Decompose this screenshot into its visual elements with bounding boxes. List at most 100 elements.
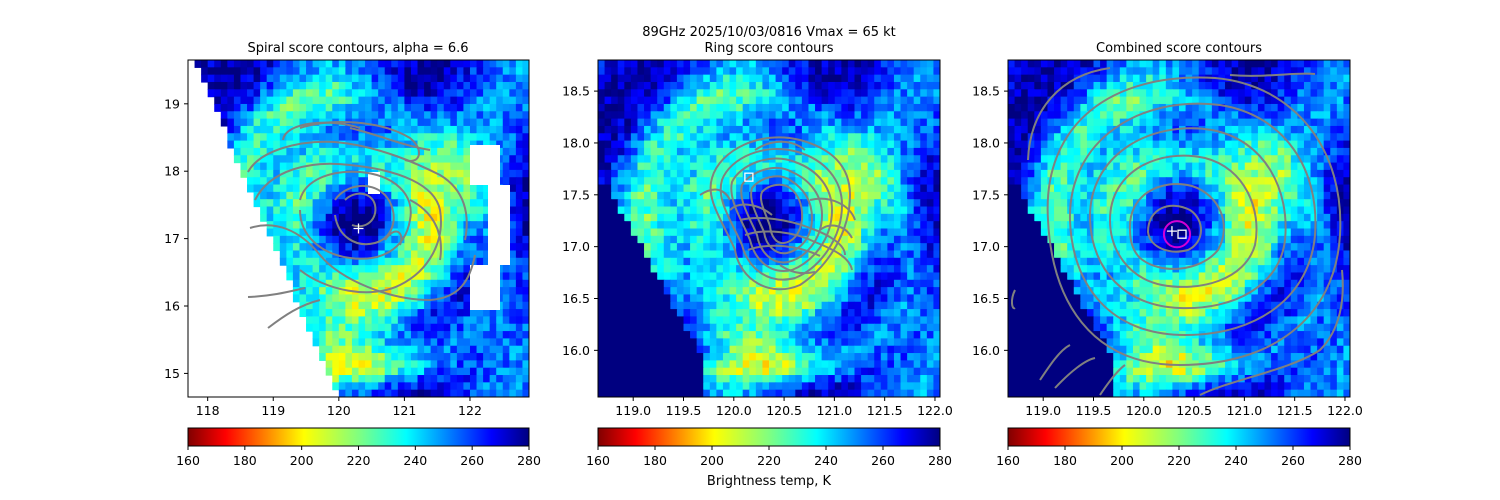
heatmap-cell [663, 96, 671, 105]
heatmap-cell [861, 89, 869, 98]
heatmap-cell [365, 323, 373, 332]
heatmap-cell [1192, 67, 1200, 76]
heatmap-cell [319, 67, 327, 76]
heatmap-cell [371, 81, 379, 90]
heatmap-cell [650, 96, 658, 105]
heatmap-cell [696, 118, 704, 127]
heatmap-cell [371, 147, 379, 156]
heatmap-cell [801, 287, 810, 296]
heatmap-cell [1238, 118, 1246, 127]
heatmap-cell [604, 331, 612, 339]
heatmap-cell [907, 367, 915, 376]
heatmap-cell [703, 243, 711, 252]
heatmap-cell [801, 250, 810, 259]
heatmap-cell [286, 177, 294, 186]
heatmap-cell [1310, 118, 1318, 127]
heatmap-cell [1218, 147, 1226, 156]
heatmap-cell [624, 184, 632, 193]
heatmap-cell [703, 184, 711, 193]
heatmap-cell [887, 184, 895, 193]
heatmap-cell [1021, 147, 1029, 156]
heatmap-cell [260, 118, 268, 127]
heatmap-cell [637, 309, 645, 318]
heatmap-cell [273, 243, 281, 252]
heatmap-cell [384, 96, 392, 105]
heatmap-cell [611, 155, 619, 164]
heatmap-cell [880, 140, 888, 149]
heatmap-cell [782, 382, 790, 391]
heatmap-cell [828, 353, 836, 361]
heatmap-cell [515, 221, 524, 230]
heatmap-cell [345, 169, 353, 178]
heatmap-cell [683, 316, 691, 325]
heatmap-cell [834, 382, 842, 391]
heatmap-cell [788, 323, 796, 332]
heatmap-cell [430, 243, 438, 252]
heatmap-cell [404, 74, 412, 83]
heatmap-cell [650, 118, 658, 127]
heatmap-cell [696, 338, 704, 347]
heatmap-cell [657, 360, 665, 369]
heatmap-cell [227, 118, 235, 127]
heatmap-cell [913, 301, 921, 310]
heatmap-cell [775, 74, 783, 83]
heatmap-cell [841, 206, 849, 215]
heatmap-cell [604, 375, 612, 383]
heatmap-cell [332, 184, 340, 193]
heatmap-cell [650, 191, 658, 200]
heatmap-cell [312, 67, 320, 76]
heatmap-cell [1290, 96, 1298, 105]
heatmap-cell [611, 133, 619, 142]
heatmap-cell [1014, 81, 1022, 90]
heatmap-cell [489, 375, 497, 383]
heatmap-cell [266, 103, 274, 112]
heatmap-cell [338, 199, 346, 208]
heatmap-cell [788, 301, 796, 310]
heatmap-cell [1271, 81, 1279, 90]
heatmap-cell [644, 382, 652, 391]
heatmap-cell [722, 103, 731, 112]
heatmap-cell [815, 331, 823, 339]
heatmap-cell [742, 323, 750, 332]
heatmap-cell [371, 213, 379, 222]
heatmap-cell [742, 360, 750, 369]
heatmap-cell [1330, 111, 1338, 120]
heatmap-cell [443, 133, 451, 142]
heatmap-cell [286, 184, 294, 193]
heatmap-cell [319, 272, 327, 281]
heatmap-cell [299, 140, 307, 149]
heatmap-cell [769, 81, 777, 90]
heatmap-cell [273, 89, 281, 98]
heatmap-cell [617, 279, 625, 288]
heatmap-cell [828, 338, 836, 347]
heatmap-cell [430, 345, 438, 354]
heatmap-cell [345, 331, 353, 339]
heatmap-cell [260, 162, 268, 171]
heatmap-cell [1008, 147, 1016, 156]
heatmap-cell [502, 103, 510, 112]
heatmap-cell [933, 389, 940, 397]
heatmap-cell [762, 323, 770, 332]
heatmap-cell [841, 184, 849, 193]
heatmap-cell [637, 184, 645, 193]
heatmap-cell [417, 389, 425, 397]
heatmap-cell [762, 331, 770, 339]
heatmap-cell [358, 96, 366, 105]
heatmap-cell [338, 243, 346, 252]
heatmap-cell [1060, 118, 1068, 127]
heatmap-cell [663, 206, 671, 215]
heatmap-cell [371, 389, 379, 397]
heatmap-cell [900, 375, 908, 383]
heatmap-cell [828, 257, 836, 266]
heatmap-cell [1126, 111, 1134, 120]
heatmap-cell [404, 323, 412, 332]
heatmap-cell [463, 375, 471, 383]
heatmap-cell [874, 257, 882, 266]
heatmap-cell [1139, 67, 1147, 76]
heatmap-cell [522, 60, 529, 68]
heatmap-cell [801, 294, 810, 303]
heatmap-cell [338, 316, 346, 325]
heatmap-cell [795, 118, 803, 127]
heatmap-cell [299, 103, 307, 112]
heatmap-cell [742, 367, 750, 376]
